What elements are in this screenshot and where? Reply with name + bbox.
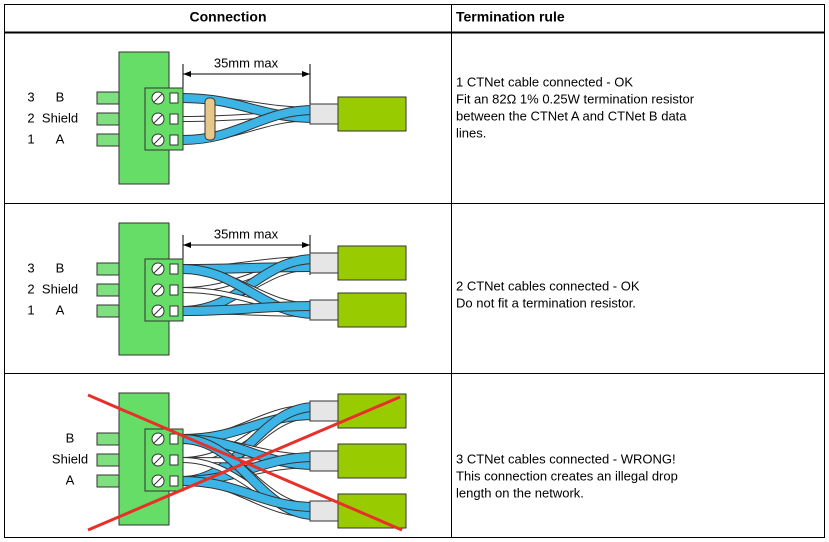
plug-tab	[96, 453, 120, 467]
screw-slot	[153, 135, 163, 145]
cable-jacket	[309, 103, 339, 125]
rule-text: Fit an 82Ω 1% 0.25W termination resistor	[456, 91, 695, 106]
cable	[337, 96, 407, 132]
pin-label: B	[56, 260, 65, 275]
pin-label: Shield	[42, 281, 78, 296]
terminal	[169, 284, 179, 296]
plug-tab	[96, 112, 120, 126]
cable-jacket	[309, 299, 339, 321]
terminal	[169, 475, 179, 487]
wire	[181, 106, 316, 144]
cross-out	[87, 395, 401, 532]
pin-number: 3	[27, 89, 34, 104]
pin-label: A	[56, 131, 65, 146]
pin-label: Shield	[52, 451, 88, 466]
terminal	[169, 134, 179, 146]
dimension-label: 35mm max	[214, 226, 279, 241]
wire	[181, 302, 316, 315]
screw-slot	[153, 455, 163, 465]
plug-tab	[96, 432, 120, 446]
screw-slot	[153, 434, 163, 444]
rule-text: lines.	[456, 125, 486, 140]
plug-tab	[96, 91, 120, 105]
pin-number: 2	[27, 281, 34, 296]
plug-tab	[96, 283, 120, 297]
rule-text: Do not fit a termination resistor.	[456, 295, 636, 310]
cable	[337, 292, 407, 328]
wire	[181, 265, 316, 318]
screw-slot	[153, 264, 163, 274]
pin-label: Shield	[42, 110, 78, 125]
dimension-label: 35mm max	[214, 55, 279, 70]
pin-label: A	[56, 302, 65, 317]
cable-jacket	[309, 252, 339, 274]
plug-tab	[96, 474, 120, 488]
screw-slot	[153, 306, 163, 316]
cable	[337, 443, 407, 479]
plug-tab	[96, 262, 120, 276]
screw-slot	[153, 114, 163, 124]
screw-slot	[153, 285, 163, 295]
resistor	[204, 97, 216, 141]
header-cell: Termination rule	[456, 9, 565, 25]
terminal	[169, 113, 179, 125]
pin-number: 2	[27, 110, 34, 125]
pin-number: 1	[27, 131, 34, 146]
pin-label: B	[66, 430, 75, 445]
pin-number: 1	[27, 302, 34, 317]
screw-slot	[153, 93, 163, 103]
pin-number: 3	[27, 260, 34, 275]
terminal	[169, 454, 179, 466]
header-cell: Connection	[190, 9, 267, 25]
cable	[337, 493, 407, 529]
plug-tab	[96, 133, 120, 147]
rule-text: length on the network.	[456, 485, 584, 500]
rule-text: 3 CTNet cables connected - WRONG!	[456, 451, 676, 466]
rule-text: 2 CTNet cables connected - OK	[456, 278, 640, 293]
rule-text: between the CTNet A and CTNet B data	[456, 108, 687, 123]
plug-tab	[96, 304, 120, 318]
screw-slot	[153, 476, 163, 486]
terminal	[169, 433, 179, 445]
wire	[181, 94, 316, 122]
cable	[337, 245, 407, 281]
cable-jacket	[309, 400, 339, 422]
terminal	[169, 263, 179, 275]
cable-jacket	[309, 500, 339, 522]
table-border	[4, 4, 825, 538]
rule-text: This connection creates an illegal drop	[456, 468, 678, 483]
pin-label: A	[66, 472, 75, 487]
pin-label: B	[56, 89, 65, 104]
terminal	[169, 305, 179, 317]
rule-text: 1 CTNet cable connected - OK	[456, 74, 633, 89]
terminal	[169, 92, 179, 104]
cable-jacket	[309, 450, 339, 472]
